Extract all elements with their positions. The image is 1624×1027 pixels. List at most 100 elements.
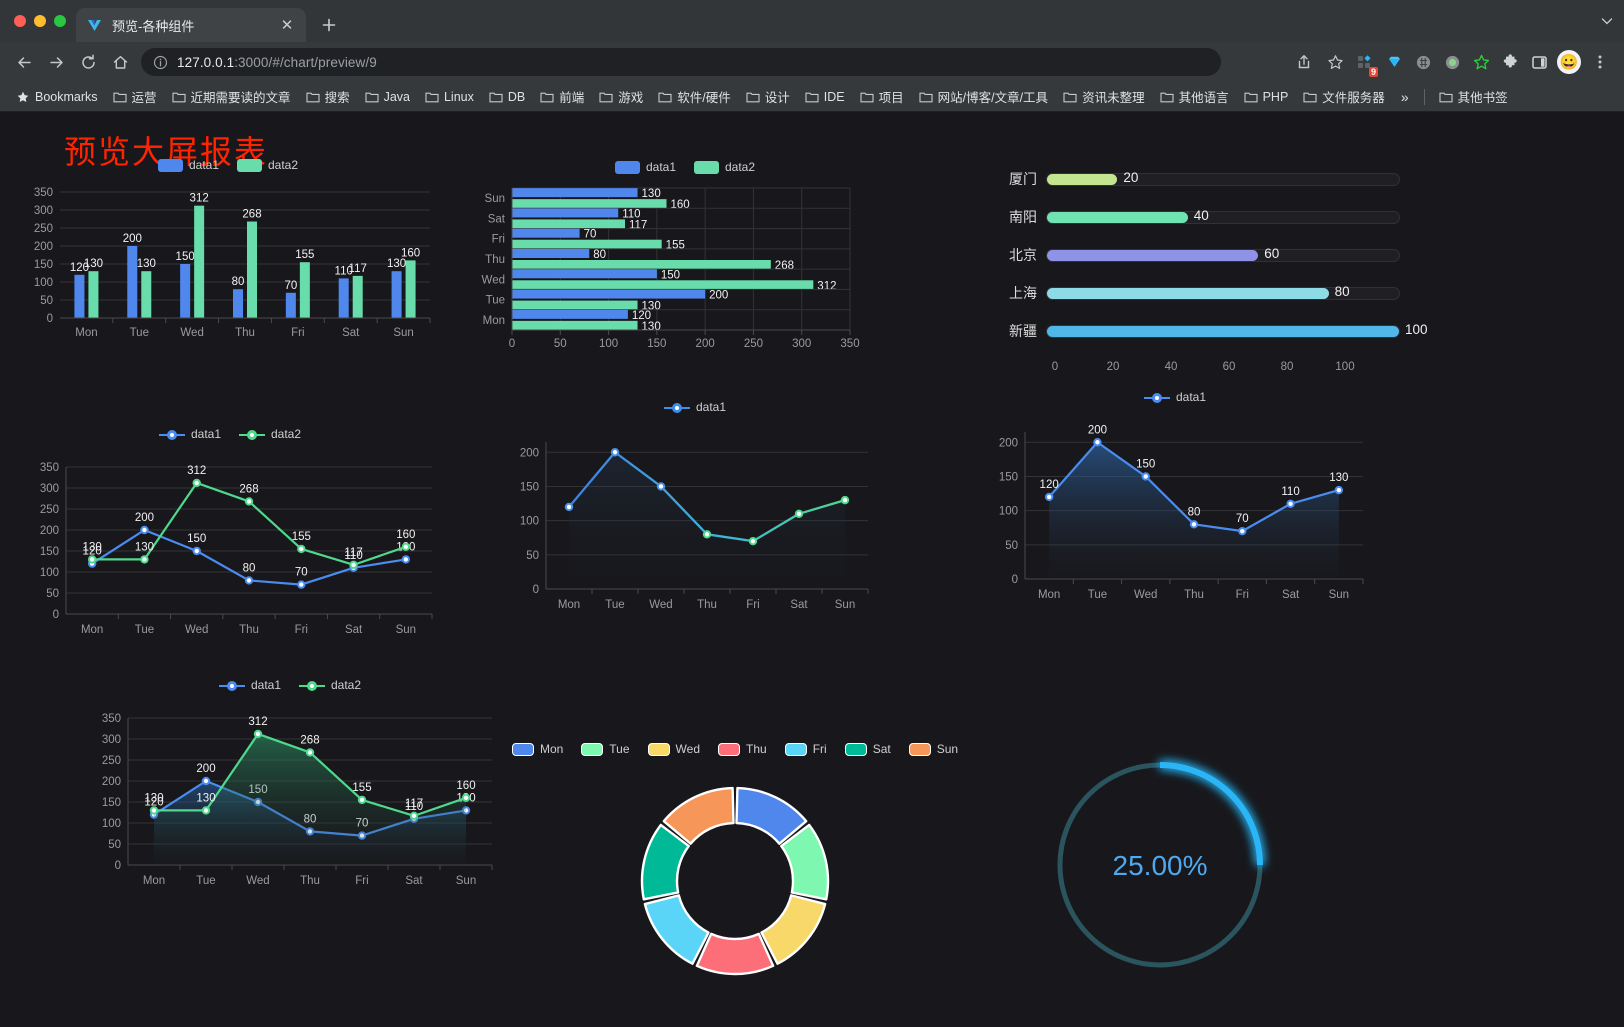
window-controls[interactable] [12,0,76,42]
svg-text:155: 155 [295,249,314,261]
bookmark-folder[interactable]: 软件/硬件 [652,84,736,109]
progress-track[interactable]: 20 [1046,169,1400,186]
bookmark-label: 文件服务器 [1322,91,1385,105]
progress-track[interactable]: 60 [1046,246,1400,262]
folder-icon [1303,92,1317,102]
legend-item-data1[interactable]: data1 [218,678,281,692]
legend-item-data2[interactable]: data2 [239,427,301,441]
bookmark-folder[interactable]: IDE [799,87,851,107]
svg-text:100: 100 [599,338,618,350]
bookmark-folder[interactable]: 项目 [854,84,910,109]
bookmark-folder[interactable]: 搜索 [300,84,356,109]
progress-fill [1047,287,1329,299]
legend-item-sat[interactable]: Sat [844,742,891,756]
chevron-down-icon[interactable] [1590,0,1624,42]
extension-badge-count: 9 [1368,67,1378,77]
bookmark-folder[interactable]: 运营 [107,84,163,109]
legend-item-data1[interactable]: data1 [663,400,726,414]
legend-item-thu[interactable]: Thu [718,742,767,756]
extension-grid-icon[interactable]: 9 [1351,48,1379,77]
legend-item-fri[interactable]: Fri [784,742,827,756]
legend-item-tue[interactable]: Tue [581,742,630,756]
bookmarks-overflow-button[interactable]: » [1400,88,1409,105]
back-button[interactable] [9,47,39,77]
progress-row: 上海 80 [1000,274,1400,312]
share-icon[interactable] [1289,47,1319,77]
diamond-extension-icon[interactable] [1380,48,1408,76]
bookmark-folder[interactable]: DB [483,87,531,107]
bookmark-folder[interactable]: 其他语言 [1154,84,1235,109]
close-window-button[interactable] [14,15,26,27]
svg-text:0: 0 [1012,574,1018,586]
legend-item-data1[interactable]: data1 [157,158,219,172]
folder-icon [1063,92,1077,102]
folder-icon [805,92,819,102]
legend-item-data2[interactable]: data2 [237,158,298,172]
bookmark-label: PHP [1262,89,1289,104]
side-panel-icon[interactable] [1525,48,1553,76]
progress-track[interactable]: 100 [1046,322,1428,338]
legend-swatch [694,160,719,174]
bookmark-folder[interactable]: 游戏 [593,84,649,109]
svg-text:Tue: Tue [196,875,215,887]
progress-track[interactable]: 80 [1046,284,1400,300]
profile-avatar[interactable]: 😀 [1554,47,1584,77]
new-tab-button[interactable] [314,10,344,40]
legend-item-wed[interactable]: Wed [647,742,700,756]
bookmark-label: 项目 [878,91,904,105]
bookmark-folder[interactable]: 近期需要读的文章 [166,84,297,109]
maximize-window-button[interactable] [54,15,66,27]
other-bookmarks-folder[interactable]: 其他书签 [1433,84,1514,109]
legend-item-sun[interactable]: Sun [908,742,958,756]
legend-item-data1[interactable]: data1 [1143,390,1206,404]
bookmark-folder[interactable]: Java [359,87,416,107]
folder-icon [1160,92,1174,102]
mesh-circle-extension-icon[interactable] [1409,48,1437,76]
home-button[interactable] [105,47,135,77]
svg-text:Thu: Thu [300,875,320,887]
site-info-icon[interactable] [153,55,168,70]
forward-button[interactable] [41,47,71,77]
bookmark-folder[interactable]: Linux [419,87,480,107]
bookmark-folder[interactable]: 前端 [534,84,590,109]
legend-item-data2[interactable]: data2 [299,678,361,692]
folder-icon [860,92,874,102]
bookmark-folder[interactable]: PHP [1238,87,1295,107]
bookmark-folder[interactable]: 资讯未整理 [1057,84,1151,109]
legend-item-mon[interactable]: Mon [511,742,563,756]
progress-axis: 0 20 40 60 80 100 [1052,361,1355,373]
bookmarks-divider [1423,88,1425,105]
legend-item-data1[interactable]: data1 [614,160,676,174]
legend-item-data1[interactable]: data1 [158,427,221,441]
progress-track[interactable]: 40 [1046,208,1400,224]
svg-text:300: 300 [34,205,53,217]
chart-donut: Mon Tue Wed Thu Fri Sat Sun [511,742,958,996]
puzzle-extensions-icon[interactable] [1496,48,1524,76]
minimize-window-button[interactable] [34,15,46,27]
legend-donut: Mon Tue Wed Thu Fri Sat Sun [511,742,958,756]
green-dot-extension-icon[interactable] [1438,48,1466,76]
browser-tab-active[interactable]: 预览-各种组件 ✕ [76,8,306,42]
progress-value: 20 [1123,169,1139,185]
bookmarks-root[interactable]: Bookmarks [10,87,104,107]
bookmark-folder[interactable]: 设计 [740,84,796,109]
svg-text:150: 150 [999,471,1018,483]
address-bar[interactable]: 127.0.0.1:3000/#/chart/preview/9 [141,48,1221,76]
svg-text:117: 117 [405,798,423,810]
svg-text:Sun: Sun [393,327,413,339]
close-tab-button[interactable]: ✕ [280,16,294,34]
chart-smooth-gradient-line: data1 0 50 100 150 200 Mon Tue Wed Thu Fri Sat Sun [500,400,890,619]
svg-text:70: 70 [284,280,297,292]
bookmark-folder[interactable]: 文件服务器 [1297,84,1391,109]
svg-text:150: 150 [176,251,195,263]
browser-menu-button[interactable] [1585,47,1615,77]
legend-line-two-series: data1 data2 [20,427,440,441]
bookmark-folder[interactable]: 网站/博客/文章/工具 [913,84,1054,109]
green-star-extension-icon[interactable] [1467,48,1495,76]
legend-item-data2[interactable]: data2 [694,160,755,174]
progress-label: 南阳 [1009,209,1037,225]
bookmark-star-icon[interactable] [1320,47,1350,77]
reload-button[interactable] [73,47,103,77]
